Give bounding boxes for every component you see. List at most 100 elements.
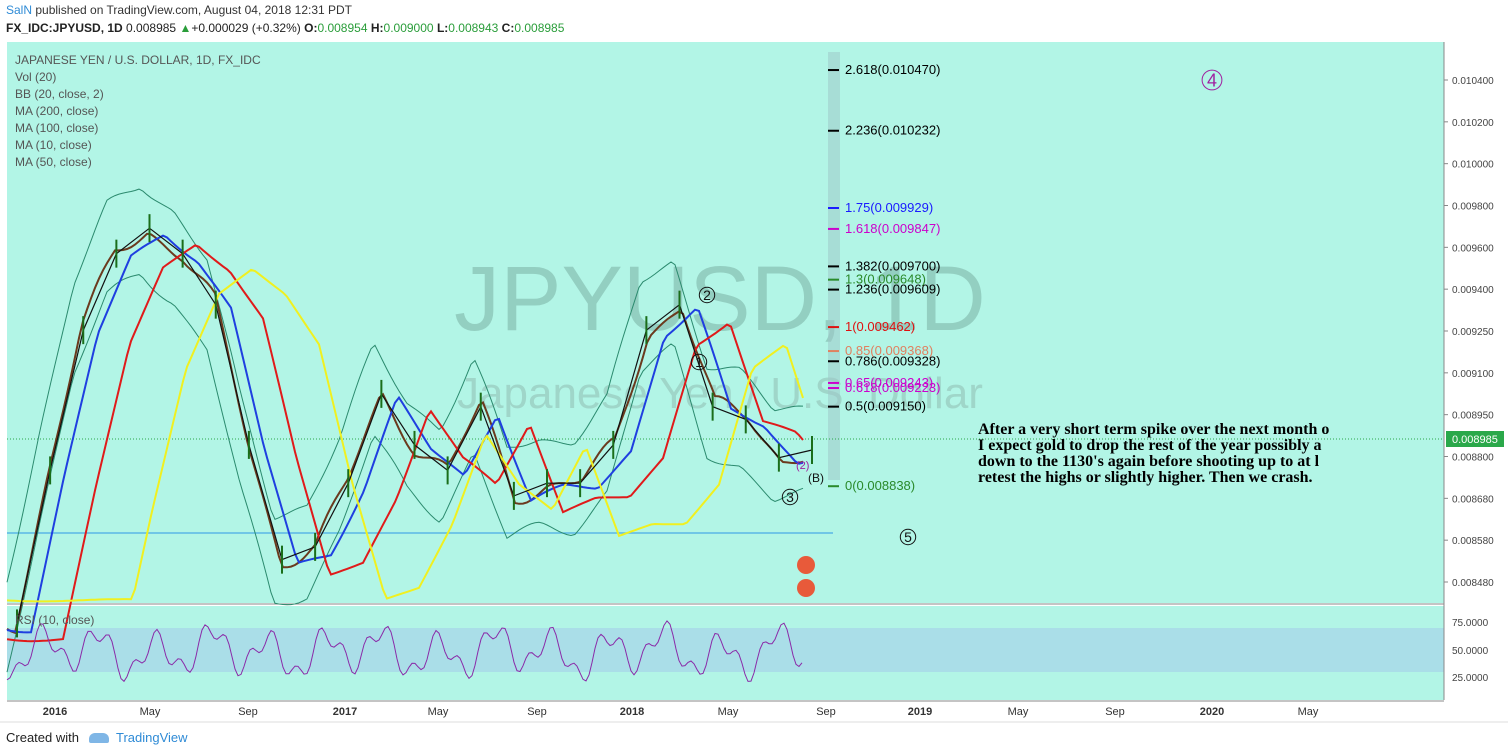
time-tick-label: Sep [238, 706, 258, 718]
price-tick-label: 0.009100 [1452, 369, 1494, 380]
time-tick-label: 2020 [1200, 706, 1224, 718]
legend-item-ma10[interactable]: MA (10, close) [15, 138, 92, 152]
rsi-tick-label: 75.0000 [1452, 618, 1489, 629]
ma-50-line [6, 234, 804, 634]
main-pane [7, 42, 1444, 603]
publish-info: published on TradingView.com, August 04,… [32, 3, 353, 17]
wave-circle [1201, 69, 1223, 91]
watermark-title: JPYUSD, 1D [454, 248, 986, 350]
us-flag-event-icon [797, 579, 815, 597]
price-tick-label: 0.009800 [1452, 202, 1494, 213]
time-tick-label: May [718, 706, 739, 718]
annotation-line: down to the 1130's again before shooting… [978, 453, 1320, 470]
close-label: C: [501, 21, 515, 35]
time-tick-label: Sep [816, 706, 836, 718]
rsi-tick-label: 25.0000 [1452, 673, 1489, 684]
open-value: 0.008954 [317, 21, 368, 35]
high-label: H: [370, 21, 384, 35]
fib-level-label: 2.618(0.010470) [845, 62, 940, 77]
time-tick-label: May [1298, 706, 1319, 718]
legend-item-vol[interactable]: Vol (20) [15, 70, 57, 84]
open-label: O: [304, 21, 318, 35]
wave-circle [899, 528, 917, 546]
fib-level-label: 0.5(0.009150) [845, 399, 926, 414]
annotation-line: I expect gold to drop the rest of the ye… [978, 437, 1322, 454]
fib-level-label: 2.236(0.010232) [845, 123, 940, 138]
tradingview-logo-icon [88, 733, 109, 743]
time-tick-label: May [1008, 706, 1029, 718]
rsi-label: RSI (10, close) [15, 613, 94, 627]
price-tick-label: 0.009250 [1452, 327, 1494, 338]
fib-level-label: 0.618(0.009223) [845, 380, 940, 395]
wave-circle [690, 353, 708, 371]
time-tick-label: 2019 [908, 706, 932, 718]
close-value: 0.008985 [514, 21, 565, 35]
price-tick-label: 0.010400 [1452, 76, 1494, 87]
time-tick-label: May [428, 706, 449, 718]
price-tick-label: 0.008480 [1452, 578, 1494, 589]
time-tick-label: 2017 [333, 706, 357, 718]
price-tick-label: 0.009400 [1452, 285, 1494, 296]
price-tick-label: 0.009600 [1452, 243, 1494, 254]
wave-label: (B) [808, 471, 824, 485]
price-tick-label: 0.008680 [1452, 494, 1494, 505]
last-price: 0.008985 [126, 21, 177, 35]
tradingview-link[interactable]: TradingView [116, 730, 188, 745]
rsi-tick-label: 50.0000 [1452, 646, 1489, 657]
legend-item-ma50[interactable]: MA (50, close) [15, 155, 92, 169]
rsi-band [7, 628, 1444, 672]
ma-100-line [6, 244, 804, 643]
time-tick-label: 2018 [620, 706, 644, 718]
time-tick-label: May [140, 706, 161, 718]
fib-level-label: 0.786(0.009328) [845, 353, 940, 368]
wave-circle [698, 286, 716, 304]
annotation-line: retest the highs or slightly higher. The… [978, 469, 1313, 486]
symbol-name: FX_IDC:JPYUSD, 1D [6, 21, 123, 35]
price-axis [1444, 42, 1508, 603]
price-tick-label: 0.010000 [1452, 160, 1494, 171]
price-tick-label: 0.008950 [1452, 411, 1494, 422]
fib-level-label: 0.85(0.009368) [845, 343, 933, 358]
time-tick-label: Sep [1105, 706, 1125, 718]
wave-circle [781, 488, 799, 506]
high-value: 0.009000 [383, 21, 434, 35]
symbol-line: FX_IDC:JPYUSD, 1D 0.008985 ▲+0.000029 (+… [6, 21, 564, 35]
current-price-badge [1446, 431, 1504, 447]
fib-level-label: 1.75(0.009929) [845, 200, 933, 215]
legend-item-ma100[interactable]: MA (100, close) [15, 121, 99, 135]
wave-label: 4 [1207, 70, 1217, 90]
rsi-line [6, 620, 803, 683]
footer: Created with TradingView [6, 730, 188, 745]
current-price-label: 0.008985 [1452, 434, 1498, 446]
legend-item-bb[interactable]: BB (20, close, 2) [15, 87, 104, 101]
bollinger-upper [6, 188, 804, 583]
ma-200-line [6, 268, 804, 603]
annotation-line: After a very short term spike over the n… [978, 421, 1329, 438]
time-tick-label: Sep [527, 706, 547, 718]
fib-level-label: 1.3(0.009648) [845, 272, 926, 287]
legend-item-ma200[interactable]: MA (200, close) [15, 104, 99, 118]
publish-line: SalN published on TradingView.com, Augus… [6, 3, 352, 17]
user-link[interactable]: SalN [6, 3, 33, 17]
ma-10-line [6, 232, 804, 635]
fib-level-label: 1.382(0.009700) [845, 258, 940, 273]
wave-label: (2) [796, 460, 809, 472]
legend-title: JAPANESE YEN / U.S. DOLLAR, 1D, FX_IDC [15, 53, 261, 67]
up-arrow-icon: ▲ [179, 21, 192, 35]
price-tick-label: 0.008800 [1452, 453, 1494, 464]
low-value: 0.008943 [448, 21, 499, 35]
price-tick-label: 0.008580 [1452, 536, 1494, 547]
fib-level-label: 0.65(0.009243) [845, 375, 933, 390]
us-flag-event-icon [797, 556, 815, 574]
time-tick-label: 2016 [43, 706, 67, 718]
wave-label: 3 [786, 489, 794, 505]
wave-label: 5 [904, 529, 912, 545]
fib-level-label: 0(0.008838) [845, 478, 915, 493]
footer-prefix: Created with [6, 730, 79, 745]
fib-level-label: 1.618(0.009847) [845, 221, 940, 236]
bollinger-lower [6, 274, 804, 673]
fib-level-label: 1.236(0.009609) [845, 282, 940, 297]
low-label: L: [436, 21, 449, 35]
wave-label: 2 [703, 287, 711, 303]
